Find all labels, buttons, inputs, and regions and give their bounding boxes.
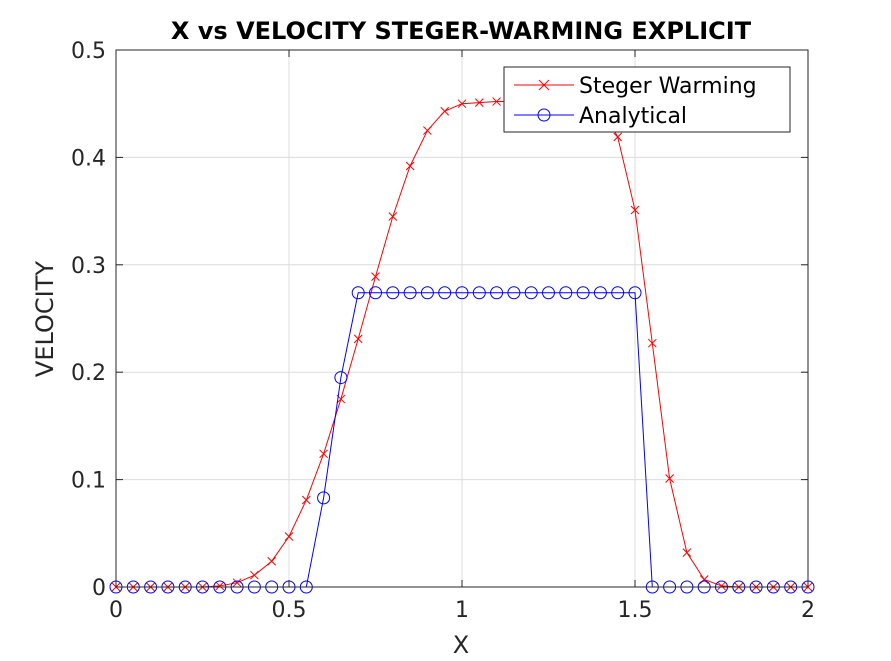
data-point-cross-stroke xyxy=(423,126,432,135)
y-tick-label: 0.1 xyxy=(71,469,106,494)
data-point-steger-warming xyxy=(301,495,311,505)
data-point-steger-warming xyxy=(353,334,363,344)
x-tick-label: 0 xyxy=(109,598,123,623)
data-point-analytical xyxy=(403,286,417,300)
data-point-steger-warming xyxy=(474,98,484,107)
data-point-steger-warming xyxy=(647,338,657,348)
data-point-analytical xyxy=(420,286,434,300)
data-point-analytical xyxy=(611,286,625,300)
x-tick-label: 0.5 xyxy=(272,598,307,623)
data-point-steger-warming xyxy=(284,532,294,541)
ticks-layer: 0 0.5 1 1.5 2 0 0.1 0.2 0.3 0.4 0.5 xyxy=(71,39,815,623)
data-point-cross-stroke xyxy=(717,581,726,591)
x-axis-title: X xyxy=(453,631,469,659)
y-axis-title: VELOCITY xyxy=(31,261,59,377)
data-point-steger-warming xyxy=(423,126,432,135)
data-point-analytical xyxy=(455,286,469,300)
data-point-analytical xyxy=(524,286,538,300)
data-point-steger-warming xyxy=(682,548,692,557)
data-point-cross-stroke xyxy=(301,495,311,505)
x-tick-label: 2 xyxy=(801,598,815,623)
data-point-analytical xyxy=(317,491,331,505)
data-point-analytical xyxy=(542,286,555,300)
data-point-cross-stroke xyxy=(405,161,415,171)
data-point-analytical xyxy=(334,371,348,385)
y-tick-label: 0.4 xyxy=(71,146,106,171)
data-point-analytical xyxy=(593,286,607,300)
data-point-steger-warming xyxy=(267,556,277,566)
data-point-steger-warming xyxy=(717,581,726,591)
data-point-analytical xyxy=(386,286,400,300)
data-point-analytical xyxy=(369,286,382,300)
legend-marker-analytical xyxy=(537,108,551,122)
data-point-cross-stroke xyxy=(613,132,623,142)
y-tick-label: 0.2 xyxy=(71,361,106,386)
chart-title: X vs VELOCITY STEGER-WARMING EXPLICIT xyxy=(171,17,752,45)
data-point-steger-warming xyxy=(371,272,380,281)
data-point-cross-stroke xyxy=(457,99,467,109)
data-point-cross-stroke xyxy=(630,205,640,215)
data-point-cross-stroke xyxy=(682,548,692,557)
data-point-steger-warming xyxy=(440,106,450,116)
data-point-analytical xyxy=(438,286,452,300)
legend-label-analytical: Analytical xyxy=(579,104,687,129)
data-point-steger-warming xyxy=(215,581,225,591)
data-point-cross-stroke xyxy=(647,338,657,348)
x-tick-label: 1 xyxy=(455,598,469,623)
data-point-cross-stroke xyxy=(336,394,346,404)
data-point-analytical xyxy=(559,286,573,300)
y-tick-label: 0.3 xyxy=(71,254,106,279)
data-point-cross-stroke xyxy=(319,449,328,459)
data-point-cross-stroke xyxy=(492,97,501,106)
data-point-cross-stroke xyxy=(267,556,277,566)
data-point-analytical xyxy=(472,286,486,300)
legend-label-steger-warming: Steger Warming xyxy=(579,74,757,99)
data-point-cross-stroke xyxy=(232,578,242,588)
legend: Steger Warming Analytical xyxy=(503,66,791,133)
data-point-steger-warming xyxy=(613,132,623,142)
data-point-analytical xyxy=(576,286,590,300)
legend-box xyxy=(503,66,791,133)
data-point-analytical xyxy=(351,286,365,300)
legend-marker-steger-warming xyxy=(538,79,550,91)
data-point-analytical xyxy=(490,286,504,300)
data-point-analytical xyxy=(628,286,642,300)
data-point-cross-stroke xyxy=(665,474,674,483)
y-tick-label: 0.5 xyxy=(71,39,106,64)
data-point-steger-warming xyxy=(232,578,242,588)
data-point-steger-warming xyxy=(492,97,501,106)
data-point-cross-stroke xyxy=(474,98,484,107)
data-point-steger-warming xyxy=(630,205,640,215)
data-point-steger-warming xyxy=(665,474,674,483)
data-point-steger-warming xyxy=(250,570,259,580)
data-point-cross-stroke xyxy=(388,212,398,221)
data-point-steger-warming xyxy=(405,161,415,171)
grid-lines xyxy=(116,50,808,587)
data-point-cross-stroke xyxy=(215,581,225,591)
data-point-steger-warming xyxy=(388,212,398,221)
data-point-cross-stroke xyxy=(371,272,380,281)
data-point-analytical xyxy=(507,286,521,300)
data-point-steger-warming xyxy=(319,449,328,459)
data-point-cross-stroke xyxy=(353,334,363,344)
x-tick-label: 1.5 xyxy=(618,598,653,623)
data-point-steger-warming xyxy=(457,99,467,109)
data-point-cross-stroke xyxy=(284,532,294,541)
y-tick-label: 0 xyxy=(92,576,106,601)
data-point-cross-stroke xyxy=(250,570,259,580)
data-point-cross-stroke xyxy=(440,106,450,116)
